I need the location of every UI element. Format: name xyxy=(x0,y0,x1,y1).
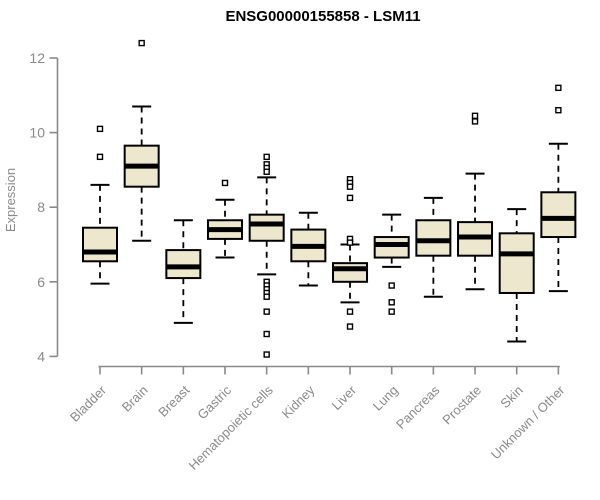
outlier-point xyxy=(263,293,270,300)
y-tick-label: 4 xyxy=(37,348,45,364)
outlier-point xyxy=(346,308,354,315)
outlier-point xyxy=(555,84,562,92)
outlier-point xyxy=(263,330,270,338)
box-rect xyxy=(373,236,410,259)
outlier-point xyxy=(555,107,562,114)
y-axis-label: Expression xyxy=(3,168,18,232)
outlier-point xyxy=(471,118,479,125)
box-rect xyxy=(82,226,118,263)
outlier-point xyxy=(221,179,229,187)
x-tick-label: Pancreas xyxy=(393,382,443,432)
x-tick-label: Bladder xyxy=(67,382,110,425)
box-rect xyxy=(415,219,452,257)
outlier-point xyxy=(388,308,395,315)
outlier-point xyxy=(346,194,354,202)
box-rect xyxy=(248,213,285,242)
y-tick-label: 6 xyxy=(37,274,45,290)
box-rect xyxy=(332,262,369,283)
x-tick-label: Skin xyxy=(497,383,525,411)
x-tick-label: Breast xyxy=(155,382,192,419)
x-tick-label: Unknown / Other xyxy=(488,382,568,462)
outlier-point xyxy=(263,153,270,161)
box-group xyxy=(248,153,285,358)
outlier-point xyxy=(96,153,104,161)
box-rect xyxy=(540,191,577,239)
outlier-point xyxy=(346,239,354,246)
box-group xyxy=(540,84,577,293)
box-group xyxy=(207,179,244,259)
outlier-point xyxy=(388,282,395,289)
box-rect xyxy=(498,232,535,294)
y-tick-label: 12 xyxy=(29,50,45,66)
box-group xyxy=(373,213,410,315)
box-group xyxy=(290,211,327,287)
outlier-point xyxy=(96,125,104,133)
x-tick-label: Prostate xyxy=(439,383,484,428)
box-group xyxy=(82,125,118,285)
outlier-point xyxy=(263,351,270,358)
x-tick-label: Kidney xyxy=(279,382,318,421)
chart-title: ENSG00000155858 - LSM11 xyxy=(225,8,420,25)
box-group xyxy=(165,219,202,324)
x-tick-label: Liver xyxy=(329,382,360,413)
box-rect xyxy=(165,249,202,280)
x-tick-label: Gastric xyxy=(194,382,234,422)
outlier-point xyxy=(471,112,479,120)
box-group xyxy=(415,196,452,298)
y-tick-label: 10 xyxy=(29,125,45,141)
box-group xyxy=(332,176,369,330)
outlier-point xyxy=(263,168,270,175)
outlier-point xyxy=(346,323,354,330)
outlier-point xyxy=(346,183,354,190)
box-group xyxy=(123,39,160,242)
y-tick-label: 8 xyxy=(37,199,45,215)
outlier-point xyxy=(263,308,270,315)
outlier-point xyxy=(388,299,395,306)
x-tick-label: Brain xyxy=(119,383,151,415)
x-tick-label: Lung xyxy=(370,383,401,414)
box-group xyxy=(498,208,535,343)
box-group xyxy=(457,112,494,291)
outlier-point xyxy=(138,39,145,47)
